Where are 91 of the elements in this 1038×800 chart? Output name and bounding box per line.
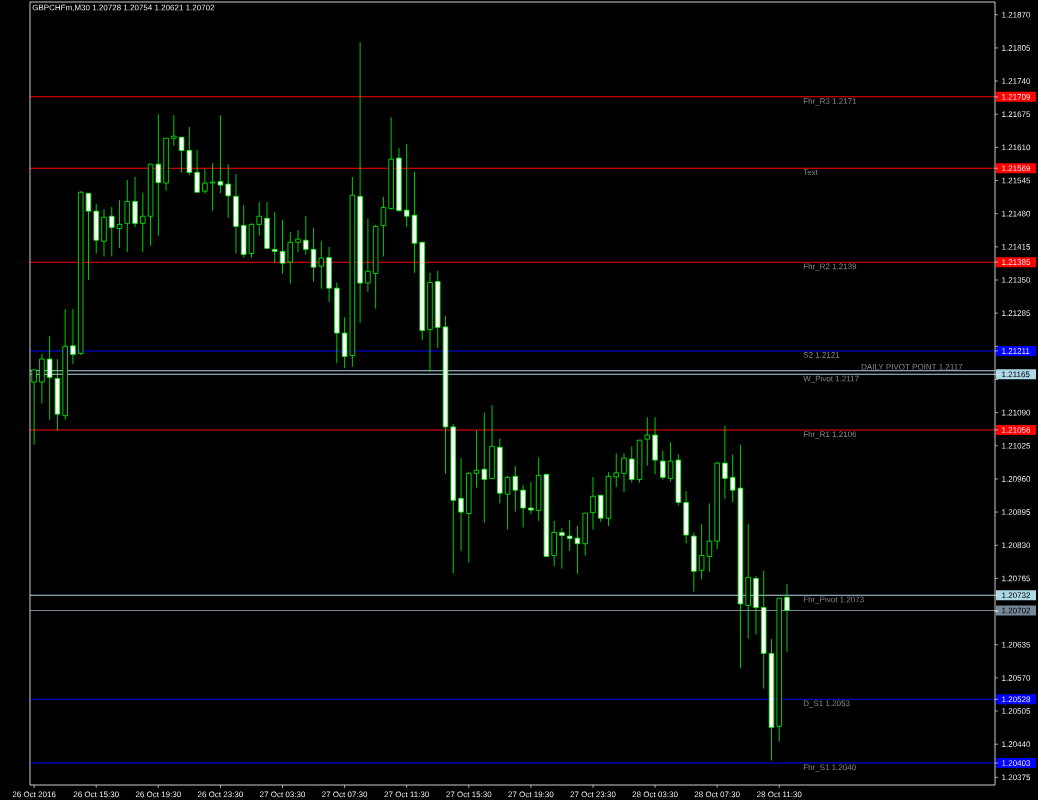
- x-tick-label: 27 Oct 07:30: [322, 791, 368, 798]
- y-tick-label: 1.21090: [1002, 409, 1031, 416]
- y-tick-label: 1.21675: [1002, 111, 1031, 118]
- y-tick-label: 1.21610: [1002, 144, 1031, 151]
- y-tick-label: 1.20403: [1002, 760, 1031, 766]
- x-tick-label: 26 Oct 15:30: [73, 791, 119, 798]
- candlestick: [644, 416, 651, 467]
- ref-line-label: Text: [803, 169, 818, 176]
- candlestick: [279, 219, 286, 275]
- candlestick: [124, 179, 131, 253]
- ref-line-label: W_Pivot 1.2117: [803, 375, 859, 383]
- candlestick: [225, 163, 231, 219]
- candlestick: [380, 196, 387, 257]
- y-tick-label: 1.20702: [1002, 607, 1031, 614]
- x-tick-label: 26 Oct 19:30: [135, 791, 181, 798]
- candlestick: [598, 494, 604, 523]
- ref-line-label: Fhr_R2 1.2139: [803, 263, 857, 271]
- x-tick-label: 27 Oct 23:30: [570, 791, 616, 798]
- y-tick-label: 1.20375: [1002, 774, 1031, 781]
- candlestick: [295, 229, 301, 253]
- candlestick: [613, 453, 619, 488]
- candlestick: [365, 218, 371, 293]
- x-tick-label: 28 Oct 11:30: [757, 791, 802, 798]
- y-tick-label: 1.21285: [1002, 310, 1031, 316]
- candlestick: [171, 114, 177, 147]
- ref-line-label: Fhr_R1 1.2106: [803, 431, 857, 439]
- candlestick: [784, 583, 790, 653]
- y-tick-label: 1.20830: [1002, 542, 1031, 549]
- y-tick-label: 1.20570: [1002, 675, 1031, 681]
- y-tick-label: 1.21709: [1002, 94, 1031, 100]
- y-tick-label: 1.21545: [1002, 177, 1031, 184]
- y-tick-label: 1.20732: [1002, 592, 1031, 599]
- y-tick-label: 1.21056: [1002, 427, 1031, 433]
- candlestick: [70, 308, 76, 365]
- y-tick-label: 1.20440: [1002, 741, 1031, 748]
- x-tick-label: 27 Oct 15:30: [446, 791, 492, 798]
- candlestick: [101, 208, 107, 257]
- y-tick-label: 1.20505: [1002, 708, 1031, 714]
- y-tick-label: 1.21350: [1002, 277, 1031, 283]
- y-tick-label: 1.21165: [1002, 371, 1030, 378]
- y-tick-label: 1.21415: [1002, 244, 1031, 250]
- candlestick: [551, 520, 557, 567]
- x-tick-label: 28 Oct 03:30: [632, 791, 678, 798]
- candlestick: [528, 481, 534, 515]
- x-tick-label: 27 Oct 11:30: [384, 791, 429, 798]
- x-tick-label: 26 Oct 23:30: [197, 791, 243, 798]
- y-tick-label: 1.21805: [1002, 45, 1031, 51]
- y-tick-label: 1.21211: [1002, 348, 1030, 354]
- candlestick: [520, 484, 526, 528]
- y-tick-label: 1.21740: [1002, 78, 1031, 84]
- ref-line-label: D_S1 1.2053: [803, 700, 850, 708]
- candlestick: [660, 450, 666, 480]
- candlestick: [140, 192, 146, 253]
- y-tick-label: 1.20960: [1002, 476, 1031, 482]
- y-tick-label: 1.21025: [1002, 442, 1031, 449]
- ref-line-label: Fhr_Pivot 1.2073: [803, 596, 864, 604]
- y-tick-label: 1.21569: [1002, 165, 1031, 172]
- chart-title: GBPCHFm,M30 1.20728 1.20754 1.20621 1.20702: [32, 4, 215, 12]
- x-tick-label: 27 Oct 19:30: [508, 791, 554, 798]
- y-tick-label: 1.20635: [1002, 641, 1031, 648]
- candlestick: [194, 149, 200, 193]
- x-tick-label: 28 Oct 07:30: [694, 791, 740, 798]
- candlestick: [287, 231, 293, 284]
- candlestick: [116, 199, 123, 249]
- candlestick: [202, 168, 208, 195]
- candlestick: [590, 476, 596, 530]
- y-tick-label: 1.20528: [1002, 696, 1031, 703]
- ref-line-label: DAILY PIVOT POINT 1.2117: [861, 363, 963, 370]
- candlestick: [303, 215, 309, 255]
- candlestick: [31, 369, 37, 446]
- candlestick: [272, 211, 278, 264]
- y-tick-label: 1.20765: [1002, 575, 1031, 582]
- candlestick: [458, 457, 464, 552]
- x-tick-label: 26 Oct 2016: [12, 791, 56, 798]
- candlestick: [46, 335, 53, 421]
- y-tick-label: 1.21480: [1002, 210, 1031, 217]
- candlestick: [132, 176, 138, 228]
- y-tick-label: 1.21870: [1002, 11, 1031, 18]
- ref-line-label: Fhr_S1 1.2040: [803, 764, 856, 772]
- y-tick-label: 1.21385: [1002, 259, 1031, 265]
- ref-line-label: S2 1.2121: [803, 352, 840, 358]
- ref-line-label: Fhr_R3 1.2171: [803, 98, 857, 106]
- candlestick: [39, 353, 45, 404]
- x-tick-label: 27 Oct 03:30: [260, 791, 306, 798]
- candlestick: [621, 453, 627, 493]
- candlestick: [629, 445, 635, 483]
- candlestick: [109, 206, 115, 257]
- y-tick-label: 1.20895: [1002, 509, 1031, 515]
- candlestick: [559, 527, 565, 570]
- candlestick: [256, 201, 262, 237]
- candlestick: [722, 425, 728, 500]
